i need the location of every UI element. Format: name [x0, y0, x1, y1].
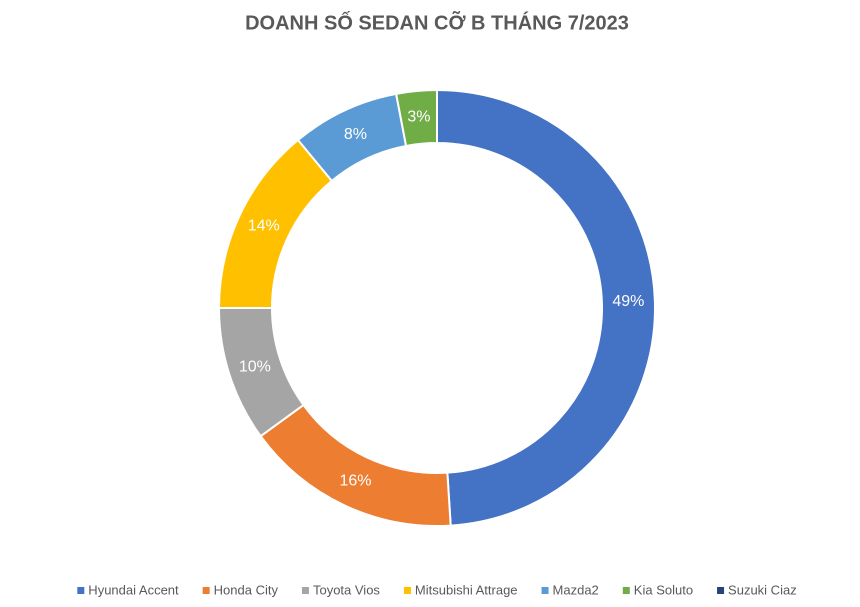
donut-slice — [436, 88, 657, 527]
data-label: 49% — [612, 293, 644, 310]
legend: Hyundai Accent Honda City Toyota Vios Mitsu… — [77, 582, 797, 597]
legend-swatch — [77, 587, 85, 594]
data-label: 8% — [344, 126, 367, 143]
legend-swatch — [301, 587, 309, 594]
legend-label: Mazda2 — [553, 582, 599, 597]
legend-label: Honda City — [214, 582, 279, 597]
legend-swatch — [622, 587, 630, 594]
legend-swatch — [541, 587, 549, 594]
data-label: 10% — [239, 358, 271, 375]
data-label: 3% — [407, 109, 430, 126]
legend-label: Toyota Vios — [313, 582, 380, 597]
legend-label: Kia Soluto — [634, 582, 693, 597]
chart-title: DOANH SỐ SEDAN CỠ B THÁNG 7/2023 — [245, 10, 629, 34]
legend-label: Hyundai Accent — [88, 582, 179, 597]
legend-swatch — [717, 587, 725, 594]
legend-label: Mitsubishi Attrage — [415, 582, 518, 597]
data-label: 16% — [339, 472, 371, 489]
legend-label: Suzuki Ciaz — [728, 582, 797, 597]
data-label: 14% — [248, 218, 280, 235]
legend-swatch — [403, 587, 411, 594]
legend-swatch — [202, 587, 210, 594]
